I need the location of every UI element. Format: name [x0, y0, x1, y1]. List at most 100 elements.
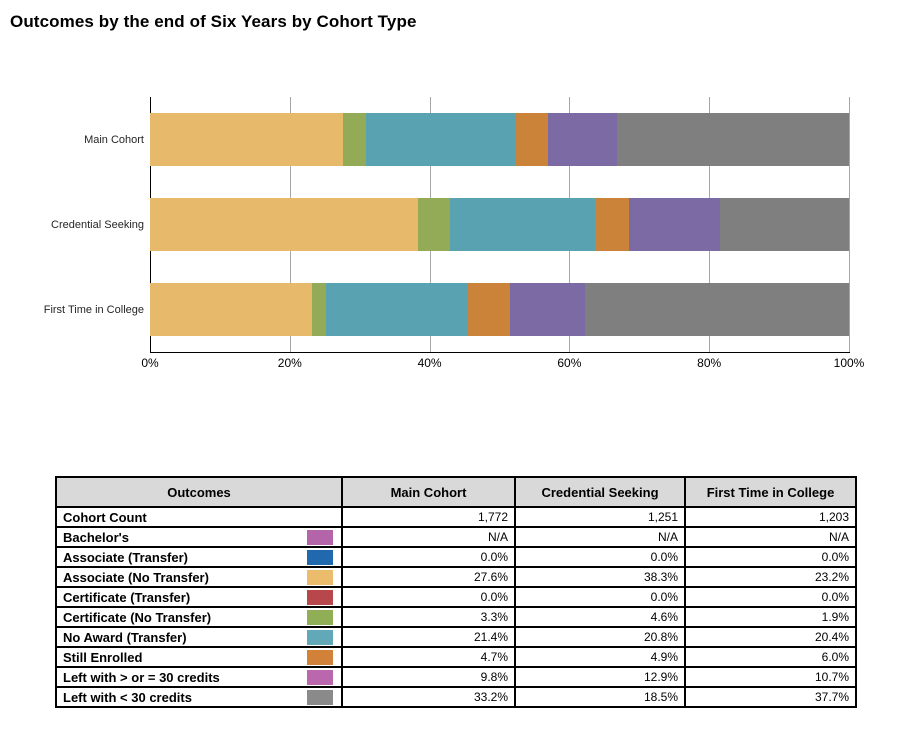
- plot-area: Main Cohort Credential Seeking First Time …: [44, 97, 850, 352]
- cell-value: N/A: [684, 526, 857, 548]
- cell-value: 3.3%: [341, 606, 516, 628]
- row-label: Left with < 30 credits: [63, 689, 192, 705]
- row-label-cell: No Award (Transfer): [55, 626, 343, 648]
- category-label: Credential Seeking: [51, 218, 144, 231]
- row-label: Cohort Count: [63, 509, 147, 525]
- row-label-wrap: Cohort Count: [63, 510, 337, 525]
- bar-segment-no-award-transfer: [325, 283, 469, 336]
- row-label-cell: Bachelor's: [55, 526, 343, 548]
- stacked-bar-main-cohort: [150, 113, 849, 166]
- cell-value: 0.0%: [341, 546, 516, 568]
- row-label-wrap: Left with < 30 credits: [63, 689, 337, 705]
- bar-segment-associate-no-transfer: [150, 283, 313, 336]
- column-header-credential-seeking: Credential Seeking: [514, 476, 686, 508]
- row-label-cell: Still Enrolled: [55, 646, 343, 668]
- row-label: No Award (Transfer): [63, 629, 187, 645]
- table-row-still-enrolled: Still Enrolled 4.7% 4.9% 6.0%: [55, 646, 857, 668]
- cell-value: 6.0%: [684, 646, 857, 668]
- row-label-wrap: Bachelor's: [63, 529, 337, 545]
- bar-segment-no-award-transfer: [365, 113, 516, 166]
- table-row-left-with-30-credits: Left with < 30 credits 33.2% 18.5% 37.7%: [55, 686, 857, 708]
- cell-value: 0.0%: [684, 586, 857, 608]
- stacked-bar-credential-seeking: [150, 198, 849, 251]
- cell-value: 0.0%: [514, 586, 686, 608]
- row-label: Associate (Transfer): [63, 549, 188, 565]
- outcomes-table-body: Cohort Count 1,772 1,251 1,203 Bachelor's N/A…: [55, 506, 857, 708]
- row-label-cell: Certificate (Transfer): [55, 586, 343, 608]
- cell-value: 4.7%: [341, 646, 516, 668]
- x-tick-label: 100%: [833, 356, 865, 370]
- category-band-first-time-in-college: First Time in College: [44, 267, 849, 352]
- cell-value: 23.2%: [684, 566, 857, 588]
- row-label-wrap: No Award (Transfer): [63, 629, 337, 645]
- cell-value: 9.8%: [341, 666, 516, 688]
- x-tick-label: 60%: [557, 356, 582, 370]
- table-row-certificate-transfer: Certificate (Transfer) 0.0% 0.0% 0.0%: [55, 586, 857, 608]
- legend-swatch-left-with-30-credits: [307, 689, 333, 705]
- row-label: Still Enrolled: [63, 649, 143, 665]
- row-label: Bachelor's: [63, 529, 129, 545]
- chart-title: Outcomes by the end of Six Years by Coho…: [10, 12, 417, 31]
- cell-value: 20.8%: [514, 626, 686, 648]
- bar-segment-certificate-no-transfer: [342, 113, 366, 166]
- x-axis-line: [150, 352, 850, 353]
- cell-value: 37.7%: [684, 686, 857, 708]
- cell-value: 10.7%: [684, 666, 857, 688]
- row-label: Certificate (Transfer): [63, 589, 191, 605]
- row-label-cell: Associate (Transfer): [55, 546, 343, 568]
- bar-segment-no-award-transfer: [449, 198, 596, 251]
- bar-segment-left-with-30-credits: [719, 198, 849, 251]
- row-label-cell: Cohort Count: [55, 506, 343, 528]
- row-label-cell: Associate (No Transfer): [55, 566, 343, 588]
- cell-value: 0.0%: [514, 546, 686, 568]
- cell-value: 33.2%: [341, 686, 516, 708]
- bar-segment-certificate-no-transfer: [417, 198, 450, 251]
- cell-value: 1,772: [341, 506, 516, 528]
- cell-value: 38.3%: [514, 566, 686, 588]
- x-tick-label: 0%: [141, 356, 159, 370]
- cell-value: 21.4%: [341, 626, 516, 648]
- category-label: Main Cohort: [84, 133, 144, 146]
- bar-segment-associate-no-transfer: [150, 113, 343, 166]
- stacked-bar-chart: Main Cohort Credential Seeking First Time …: [44, 97, 865, 370]
- table-row-certificate-no-transfer: Certificate (No Transfer) 3.3% 4.6% 1.9%: [55, 606, 857, 628]
- column-header-outcomes: Outcomes: [55, 476, 343, 508]
- legend-swatch-associate-transfer: [307, 549, 333, 565]
- table-row-associate-transfer: Associate (Transfer) 0.0% 0.0% 0.0%: [55, 546, 857, 568]
- cell-value: 27.6%: [341, 566, 516, 588]
- table-row-cohort-count: Cohort Count 1,772 1,251 1,203: [55, 506, 857, 528]
- bar-segment-left-with-or-30-credits: [548, 113, 617, 166]
- cell-value: 0.0%: [341, 586, 516, 608]
- x-tick-label: 80%: [697, 356, 722, 370]
- bar-segment-left-with-30-credits: [616, 113, 849, 166]
- legend-swatch-left-with-or-30-credits: [307, 669, 333, 685]
- row-label-cell: Left with < 30 credits: [55, 686, 343, 708]
- legend-swatch-certificate-no-transfer: [307, 609, 333, 625]
- legend-swatch-still-enrolled: [307, 649, 333, 665]
- table-row-left-with-or-30-credits: Left with > or = 30 credits 9.8% 12.9% 10.7…: [55, 666, 857, 688]
- bar-segment-certificate-no-transfer: [312, 283, 326, 336]
- legend-swatch-no-award-transfer: [307, 629, 333, 645]
- legend-swatch-associate-no-transfer: [307, 569, 333, 585]
- cell-value: 18.5%: [514, 686, 686, 708]
- x-tick-label: 20%: [277, 356, 302, 370]
- outcomes-table: Outcomes Main Cohort Credential Seeking Fir…: [55, 476, 857, 708]
- cell-value: 1.9%: [684, 606, 857, 628]
- bar-segment-still-enrolled: [515, 113, 549, 166]
- legend-swatch-certificate-transfer: [307, 589, 333, 605]
- column-header-first-time-in-college: First Time in College: [684, 476, 857, 508]
- bar-segment-left-with-or-30-credits: [510, 283, 586, 336]
- row-label-wrap: Associate (Transfer): [63, 549, 337, 565]
- cell-value: 1,203: [684, 506, 857, 528]
- cell-value: 4.6%: [514, 606, 686, 628]
- bar-segment-still-enrolled: [468, 283, 511, 336]
- bar-segment-associate-no-transfer: [150, 198, 418, 251]
- table-row-bachelor-s: Bachelor's N/A N/A N/A: [55, 526, 857, 548]
- row-label-wrap: Associate (No Transfer): [63, 569, 337, 585]
- bar-segment-left-with-or-30-credits: [629, 198, 720, 251]
- cell-value: 0.0%: [684, 546, 857, 568]
- cell-value: N/A: [341, 526, 516, 548]
- x-tick-label: 40%: [417, 356, 442, 370]
- row-label-wrap: Still Enrolled: [63, 649, 337, 665]
